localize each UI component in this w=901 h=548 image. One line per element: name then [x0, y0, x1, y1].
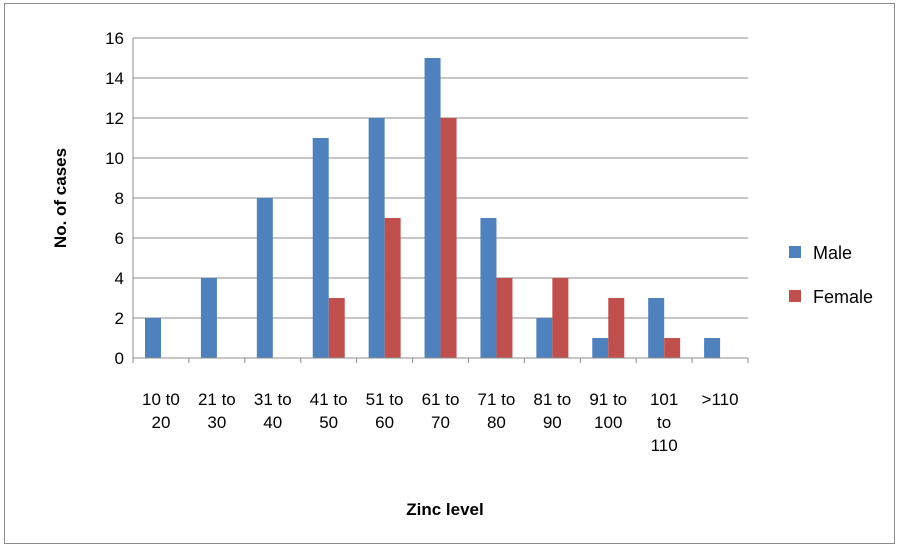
bars	[145, 58, 721, 358]
legend-label-female: Female	[813, 287, 873, 307]
y-tick-label: 0	[115, 349, 124, 368]
y-tick-label: 8	[115, 189, 124, 208]
x-tick-label: 91 to 100	[589, 390, 627, 432]
y-tick-label: 16	[105, 29, 124, 48]
x-tick-label: 41 to 50	[310, 390, 348, 432]
bar-male-7	[536, 318, 553, 358]
y-tick-labels: 0 2 4 6 8 10 12 14 16	[105, 29, 124, 368]
x-tick-label: >110	[702, 390, 739, 409]
x-tick-label: 31 to 40	[254, 390, 292, 432]
x-tick-label: 51 to 60	[366, 390, 404, 432]
y-tick-label: 10	[105, 149, 124, 168]
x-tick-label: 61 to 70	[422, 390, 460, 432]
bar-female-8	[608, 298, 625, 358]
bar-male-4	[368, 118, 385, 358]
y-tick-label: 4	[115, 269, 124, 288]
x-axis-title: Zinc level	[406, 500, 483, 519]
bar-female-7	[552, 278, 569, 358]
bar-female-4	[384, 218, 401, 358]
bar-male-1	[200, 278, 217, 358]
bar-male-9	[648, 298, 665, 358]
bar-male-6	[480, 218, 497, 358]
bar-male-10	[704, 338, 721, 358]
y-axis-title: No. of cases	[51, 148, 70, 248]
x-tick-label: 71 to 80	[478, 390, 516, 432]
bar-male-3	[312, 138, 329, 358]
x-tick-label: 21 to 30	[198, 390, 236, 432]
x-tick-label: 81 to 90	[533, 390, 571, 432]
x-tick-label: 101 to 110	[650, 390, 678, 455]
bar-male-2	[256, 198, 273, 358]
legend: Male Female	[789, 243, 873, 307]
bar-female-3	[328, 298, 345, 358]
legend-label-male: Male	[813, 243, 852, 263]
axes	[132, 38, 749, 363]
bar-male-5	[424, 58, 441, 358]
x-tick-label: 10 t0 20	[142, 390, 180, 432]
x-tick-labels: 10 t0 20 21 to 30 31 to 40 41 to 50 51 to 60 61 to…	[142, 390, 739, 455]
bar-male-0	[145, 318, 161, 358]
legend-swatch-female	[789, 290, 801, 302]
bar-male-8	[592, 338, 609, 358]
bar-female-6	[496, 278, 513, 358]
bar-female-9	[664, 338, 681, 358]
y-tick-label: 14	[105, 69, 124, 88]
y-tick-label: 12	[105, 109, 124, 128]
y-tick-label: 6	[115, 229, 124, 248]
y-tick-label: 2	[115, 309, 124, 328]
legend-swatch-male	[789, 246, 801, 258]
bar-female-5	[440, 118, 457, 358]
